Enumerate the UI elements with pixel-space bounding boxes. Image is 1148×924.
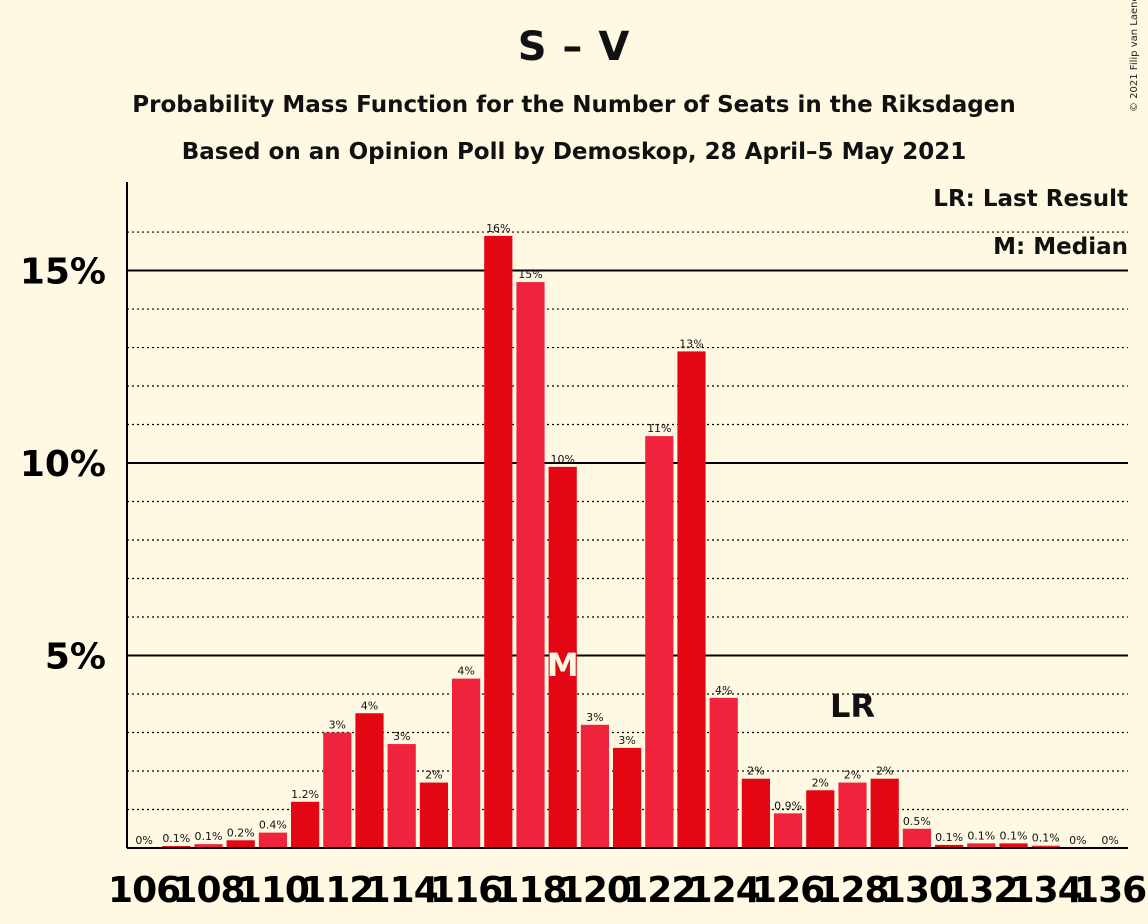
data-label-seat-134: 0.1% (1032, 832, 1060, 845)
bar-seat-111 (291, 801, 320, 848)
data-label-seat-135: 0% (1069, 834, 1086, 847)
x-tick-label: 136 (1074, 870, 1146, 911)
x-tick-label: 118 (494, 870, 566, 911)
data-label-seat-124: 4% (715, 684, 732, 697)
data-label-seat-113: 4% (361, 699, 378, 712)
last-result-marker: LR (830, 687, 875, 725)
x-tick-label: 112 (301, 870, 373, 911)
bar-seat-110 (258, 832, 287, 848)
bar-seat-119 (548, 466, 577, 848)
data-label-seat-114: 3% (393, 730, 410, 743)
bar-seat-121 (613, 747, 642, 848)
data-label-seat-110: 0.4% (259, 819, 287, 832)
data-label-seat-112: 3% (329, 719, 346, 732)
data-label-seat-111: 1.2% (291, 788, 319, 801)
axes (126, 182, 1128, 849)
x-tick-label: 130 (881, 870, 953, 911)
bar-seat-114 (387, 744, 416, 848)
data-label-seat-116: 4% (457, 665, 474, 678)
bar-seat-133 (999, 843, 1028, 848)
x-tick-label: 134 (1010, 870, 1082, 911)
x-tick-label: 106 (108, 870, 180, 911)
y-tick-label: 15% (20, 252, 106, 293)
tick-labels: 5%10%15%10610811011211411611812012212412… (20, 252, 1147, 911)
gridlines (127, 231, 1128, 811)
x-tick-label: 124 (688, 870, 760, 911)
x-tick-label: 110 (237, 870, 309, 911)
legend-median: M: Median (993, 234, 1128, 260)
bar-seat-134 (1031, 845, 1060, 848)
bars (162, 235, 1060, 849)
x-tick-label: 132 (945, 870, 1017, 911)
data-label-seat-106: 0% (135, 834, 152, 847)
bar-seat-115 (419, 782, 448, 848)
bar-seat-113 (355, 713, 384, 848)
x-tick-label: 128 (816, 870, 888, 911)
bar-seat-122 (645, 436, 674, 848)
data-label-seat-118: 15% (518, 268, 542, 281)
bar-seat-117 (484, 235, 513, 849)
data-label-seat-128: 2% (844, 769, 861, 782)
x-tick-label: 116 (430, 870, 502, 911)
bar-seat-118 (516, 282, 545, 848)
bar-seat-112 (323, 732, 352, 848)
data-labels: 0% 0.1% 0.1% 0.2% 0.4% 1.2% 3% 4% 3% 2% 4% 16% 15% 10… (135, 222, 1118, 847)
bar-seat-128 (838, 782, 867, 848)
markers: M LR (547, 646, 875, 725)
bar-seat-130 (902, 828, 931, 848)
y-tick-label: 10% (20, 444, 106, 485)
data-label-seat-133: 0.1% (1000, 829, 1028, 842)
data-label-seat-136: 0% (1101, 834, 1118, 847)
bar-seat-131 (935, 844, 964, 848)
legend-last-result: LR: Last Result (933, 186, 1128, 212)
data-label-seat-107: 0.1% (162, 832, 190, 845)
chart-title: S – V (517, 24, 631, 70)
data-label-seat-117: 16% (486, 222, 510, 235)
data-label-seat-130: 0.5% (903, 815, 931, 828)
bar-seat-109 (226, 840, 255, 848)
data-label-seat-120: 3% (586, 711, 603, 724)
bar-seat-129 (870, 778, 899, 848)
data-label-seat-132: 0.1% (967, 829, 995, 842)
data-label-seat-115: 2% (425, 769, 442, 782)
x-tick-label: 122 (623, 870, 695, 911)
data-label-seat-131: 0.1% (935, 831, 963, 844)
data-label-seat-121: 3% (618, 734, 635, 747)
bar-seat-108 (194, 844, 223, 848)
y-tick-label: 5% (45, 637, 106, 678)
data-label-seat-129: 2% (876, 765, 893, 778)
bar-seat-116 (452, 678, 481, 848)
x-tick-label: 114 (366, 870, 438, 911)
data-label-seat-125: 2% (747, 765, 764, 778)
data-label-seat-126: 0.9% (774, 799, 802, 812)
x-tick-label: 120 (559, 870, 631, 911)
data-label-seat-109: 0.2% (227, 826, 255, 839)
bar-seat-126 (774, 813, 803, 848)
bar-seat-125 (741, 778, 770, 848)
data-label-seat-108: 0.1% (195, 830, 223, 843)
data-label-seat-122: 11% (647, 422, 671, 435)
bar-seat-132 (967, 843, 996, 848)
median-marker: M (547, 646, 579, 684)
bar-seat-124 (709, 697, 738, 848)
data-label-seat-123: 13% (679, 337, 703, 350)
x-tick-label: 126 (752, 870, 824, 911)
x-tick-label: 108 (172, 870, 244, 911)
data-label-seat-119: 10% (550, 453, 574, 466)
bar-seat-127 (806, 790, 835, 848)
chart-subtitle-2: Based on an Opinion Poll by Demoskop, 28… (181, 139, 967, 165)
bar-seat-123 (677, 351, 706, 848)
data-label-seat-127: 2% (812, 776, 829, 789)
bar-seat-120 (580, 724, 609, 848)
chart-subtitle-1: Probability Mass Function for the Number… (132, 92, 1016, 118)
